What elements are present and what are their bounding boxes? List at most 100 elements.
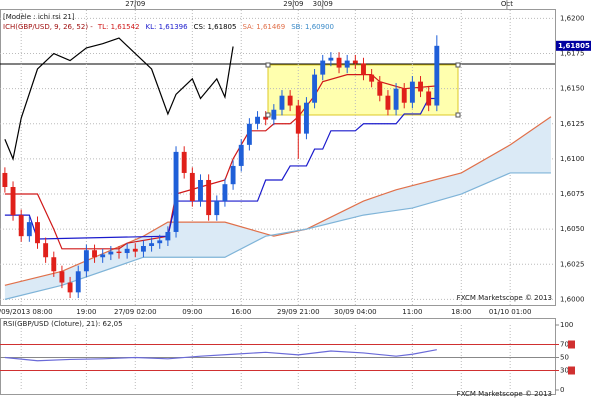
candle-body [157, 240, 163, 244]
candle-body [385, 95, 391, 110]
candle-body [255, 116, 260, 124]
last-price-box [556, 40, 591, 51]
candle-body [149, 243, 155, 246]
candle-body [10, 187, 16, 216]
candle-body [108, 251, 114, 255]
candle-body [43, 243, 49, 258]
candle-body [198, 179, 203, 202]
x-tick-label: 30/09 04:00 [334, 308, 377, 316]
box-handle[interactable] [265, 112, 271, 118]
y-tick-label: 50 [560, 354, 569, 362]
candle-body [393, 88, 399, 110]
box-handle[interactable] [265, 62, 271, 68]
candle-body [165, 231, 171, 241]
candle-body [320, 60, 326, 75]
candle-body [100, 254, 106, 258]
y-tick-label: 0 [560, 386, 564, 394]
candle-body [426, 91, 432, 106]
candle-body [246, 123, 252, 145]
credit: FXCM Marketscope © 2013 [457, 294, 552, 302]
y-tick-label: 1,6075 [560, 190, 585, 198]
x-tick-label: 27/09 02:00 [114, 308, 157, 316]
senkou-b [4, 172, 551, 300]
legend-item: TL: 1,61542 [97, 23, 140, 31]
level-marker [568, 340, 575, 349]
y-tick-label: 70 [560, 341, 569, 349]
candle-body [418, 81, 423, 92]
overlay-line [4, 97, 437, 240]
y-tick-label: 30 [560, 367, 569, 375]
credit: FXCM Marketscope © 2013 [457, 390, 552, 398]
y-tick-label: 1,6000 [560, 295, 585, 303]
level-marker [568, 366, 575, 375]
candle-body [401, 88, 407, 103]
candle-body [116, 251, 122, 254]
legend-item: SB: 1,60900 [291, 23, 334, 31]
candle-body [189, 172, 195, 202]
x-tick-label: 11:00 [402, 308, 422, 316]
x-tick-label: 18:00 [451, 308, 471, 316]
y-tick-label: 1,6125 [560, 120, 585, 128]
indicator-label: ICH(GBP/USD, 9, 26, 52) - [3, 23, 93, 31]
candle-body [26, 222, 32, 237]
candle-body [140, 246, 146, 252]
candle-body [271, 109, 277, 120]
candle-body [434, 45, 440, 106]
y-tick-label: 1,6050 [560, 225, 585, 233]
model-label: [Modèle : ichi rsi 21] [3, 13, 75, 21]
main-pane [0, 9, 556, 306]
x-tick-label: 26/09/2013 08:00 [0, 308, 53, 316]
candle-body [377, 81, 383, 96]
candle-body [75, 271, 81, 293]
box-handle[interactable] [455, 112, 461, 118]
box-handle[interactable] [455, 62, 461, 68]
legend-item: CS: 1,61805 [194, 23, 237, 31]
legend-item: KL: 1,61396 [146, 23, 189, 31]
candle-body [214, 201, 220, 216]
candle-body [92, 250, 97, 258]
candle-body [59, 271, 65, 283]
candle-body [303, 102, 309, 134]
candle-body [206, 179, 212, 216]
cloud-fill [4, 116, 551, 300]
rsi-pane [0, 318, 556, 395]
last-price-label: 1,61805 [558, 42, 590, 50]
candle-body [263, 116, 269, 120]
legend-item: SA: 1,61469 [242, 23, 285, 31]
candle-body [409, 81, 415, 103]
x-tick-label: 19:00 [76, 308, 96, 316]
candle-body [173, 151, 179, 232]
overlay-line [4, 74, 437, 250]
rsi-line [4, 349, 437, 362]
candle-body [181, 151, 187, 173]
candle-body [287, 95, 293, 106]
y-tick-label: 1,6200 [560, 14, 585, 22]
candle-body [238, 144, 244, 166]
x-tick-label: 09:00 [182, 308, 202, 316]
candle-body [35, 222, 40, 244]
candle-body [222, 184, 228, 202]
candle-body [361, 63, 366, 75]
candle-body [344, 60, 350, 68]
x-tick-label: 29/09 21:00 [277, 308, 320, 316]
y-tick-label: 1,6150 [560, 85, 585, 93]
rsi-title: RSI(GBP/USD (Cloture), 21): 62,05 [3, 320, 123, 328]
candle-body [352, 60, 358, 64]
y-tick-label: 1,6100 [560, 155, 585, 163]
candle-body [124, 248, 130, 254]
candle-body [328, 57, 334, 61]
candle-body [279, 95, 285, 110]
candle-body [83, 250, 89, 272]
y-tick-label: 1,6025 [560, 260, 585, 268]
candle-body [51, 257, 57, 272]
overlay-line [4, 37, 234, 161]
y-tick-label: 100 [560, 321, 573, 329]
candle-body [369, 74, 375, 82]
x-tick-label: 16:00 [231, 308, 251, 316]
candle-body [230, 165, 236, 185]
candle-body [2, 172, 8, 187]
y-tick-label: 1,6175 [560, 50, 585, 58]
candle-body [336, 57, 342, 68]
